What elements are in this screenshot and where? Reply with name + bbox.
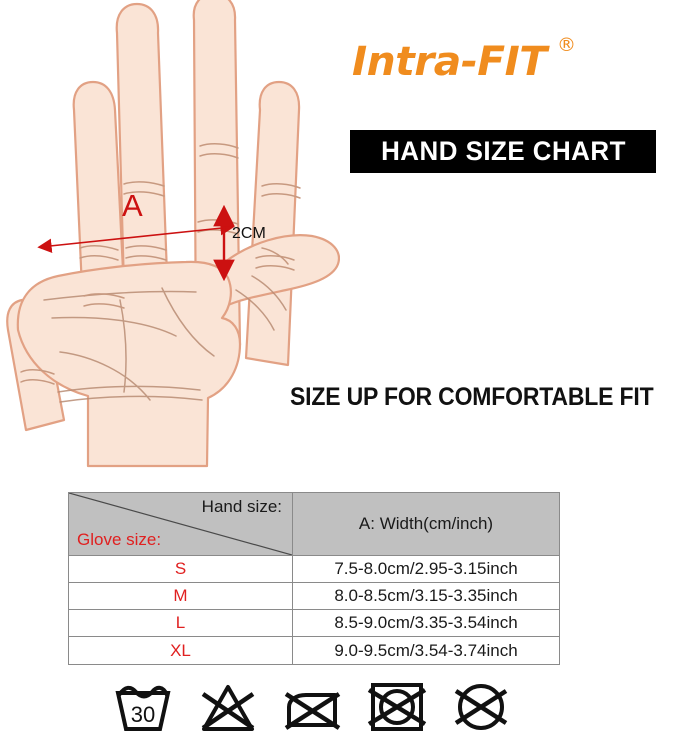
width-measure-arrow	[37, 221, 235, 253]
hand-palm-diagram: A 2CM	[0, 0, 340, 470]
table-header-hand-size: Hand size:	[201, 497, 282, 516]
wash-30-icon: 30	[112, 679, 174, 735]
wash-temperature-label: 30	[131, 702, 155, 727]
do-not-bleach-icon	[197, 679, 259, 735]
do-not-iron-icon	[281, 679, 343, 735]
brand-logo-text: Intra-FIT	[352, 39, 547, 85]
table-header-row: Hand size: Glove size: A: Width(cm/inch)	[69, 493, 559, 556]
table-header-split-cell: Hand size: Glove size:	[69, 493, 293, 556]
hand-width-cell: 7.5-8.0cm/2.95-3.15inch	[293, 556, 559, 583]
table-header-glove-size: Glove size:	[77, 530, 162, 549]
width-label-a: A	[122, 188, 143, 223]
do-not-tumble-dry-icon	[366, 679, 428, 735]
size-chart-table: Hand size: Glove size: A: Width(cm/inch)…	[68, 492, 560, 665]
diagonal-divider-line	[69, 493, 292, 555]
care-symbols-row: 30	[112, 678, 512, 736]
registered-trademark-icon: ®	[557, 34, 576, 56]
brand-logo: Intra-FIT ®	[352, 34, 602, 90]
table-row: L 8.5-9.0cm/3.35-3.54inch	[69, 610, 559, 637]
table-row: S 7.5-8.0cm/2.95-3.15inch	[69, 556, 559, 583]
glove-size-cell: XL	[69, 637, 293, 664]
offset-label-2cm: 2CM	[232, 225, 266, 242]
glove-size-cell: L	[69, 610, 293, 637]
table-header-width-label: A: Width(cm/inch)	[358, 514, 494, 533]
tagline-text: SIZE UP FOR COMFORTABLE FIT	[290, 383, 654, 411]
table-header-width-cell: A: Width(cm/inch)	[293, 493, 559, 556]
do-not-dry-clean-icon	[450, 679, 512, 735]
hand-width-cell: 8.0-8.5cm/3.15-3.35inch	[293, 583, 559, 610]
table-row: XL 9.0-9.5cm/3.54-3.74inch	[69, 637, 559, 664]
hand-width-cell: 8.5-9.0cm/3.35-3.54inch	[293, 610, 559, 637]
page-title: HAND SIZE CHART	[380, 136, 626, 166]
glove-size-cell: M	[69, 583, 293, 610]
hand-width-cell: 9.0-9.5cm/3.54-3.74inch	[293, 637, 559, 664]
title-banner: HAND SIZE CHART	[350, 130, 656, 173]
table-row: M 8.0-8.5cm/3.15-3.35inch	[69, 583, 559, 610]
glove-size-cell: S	[69, 556, 293, 583]
